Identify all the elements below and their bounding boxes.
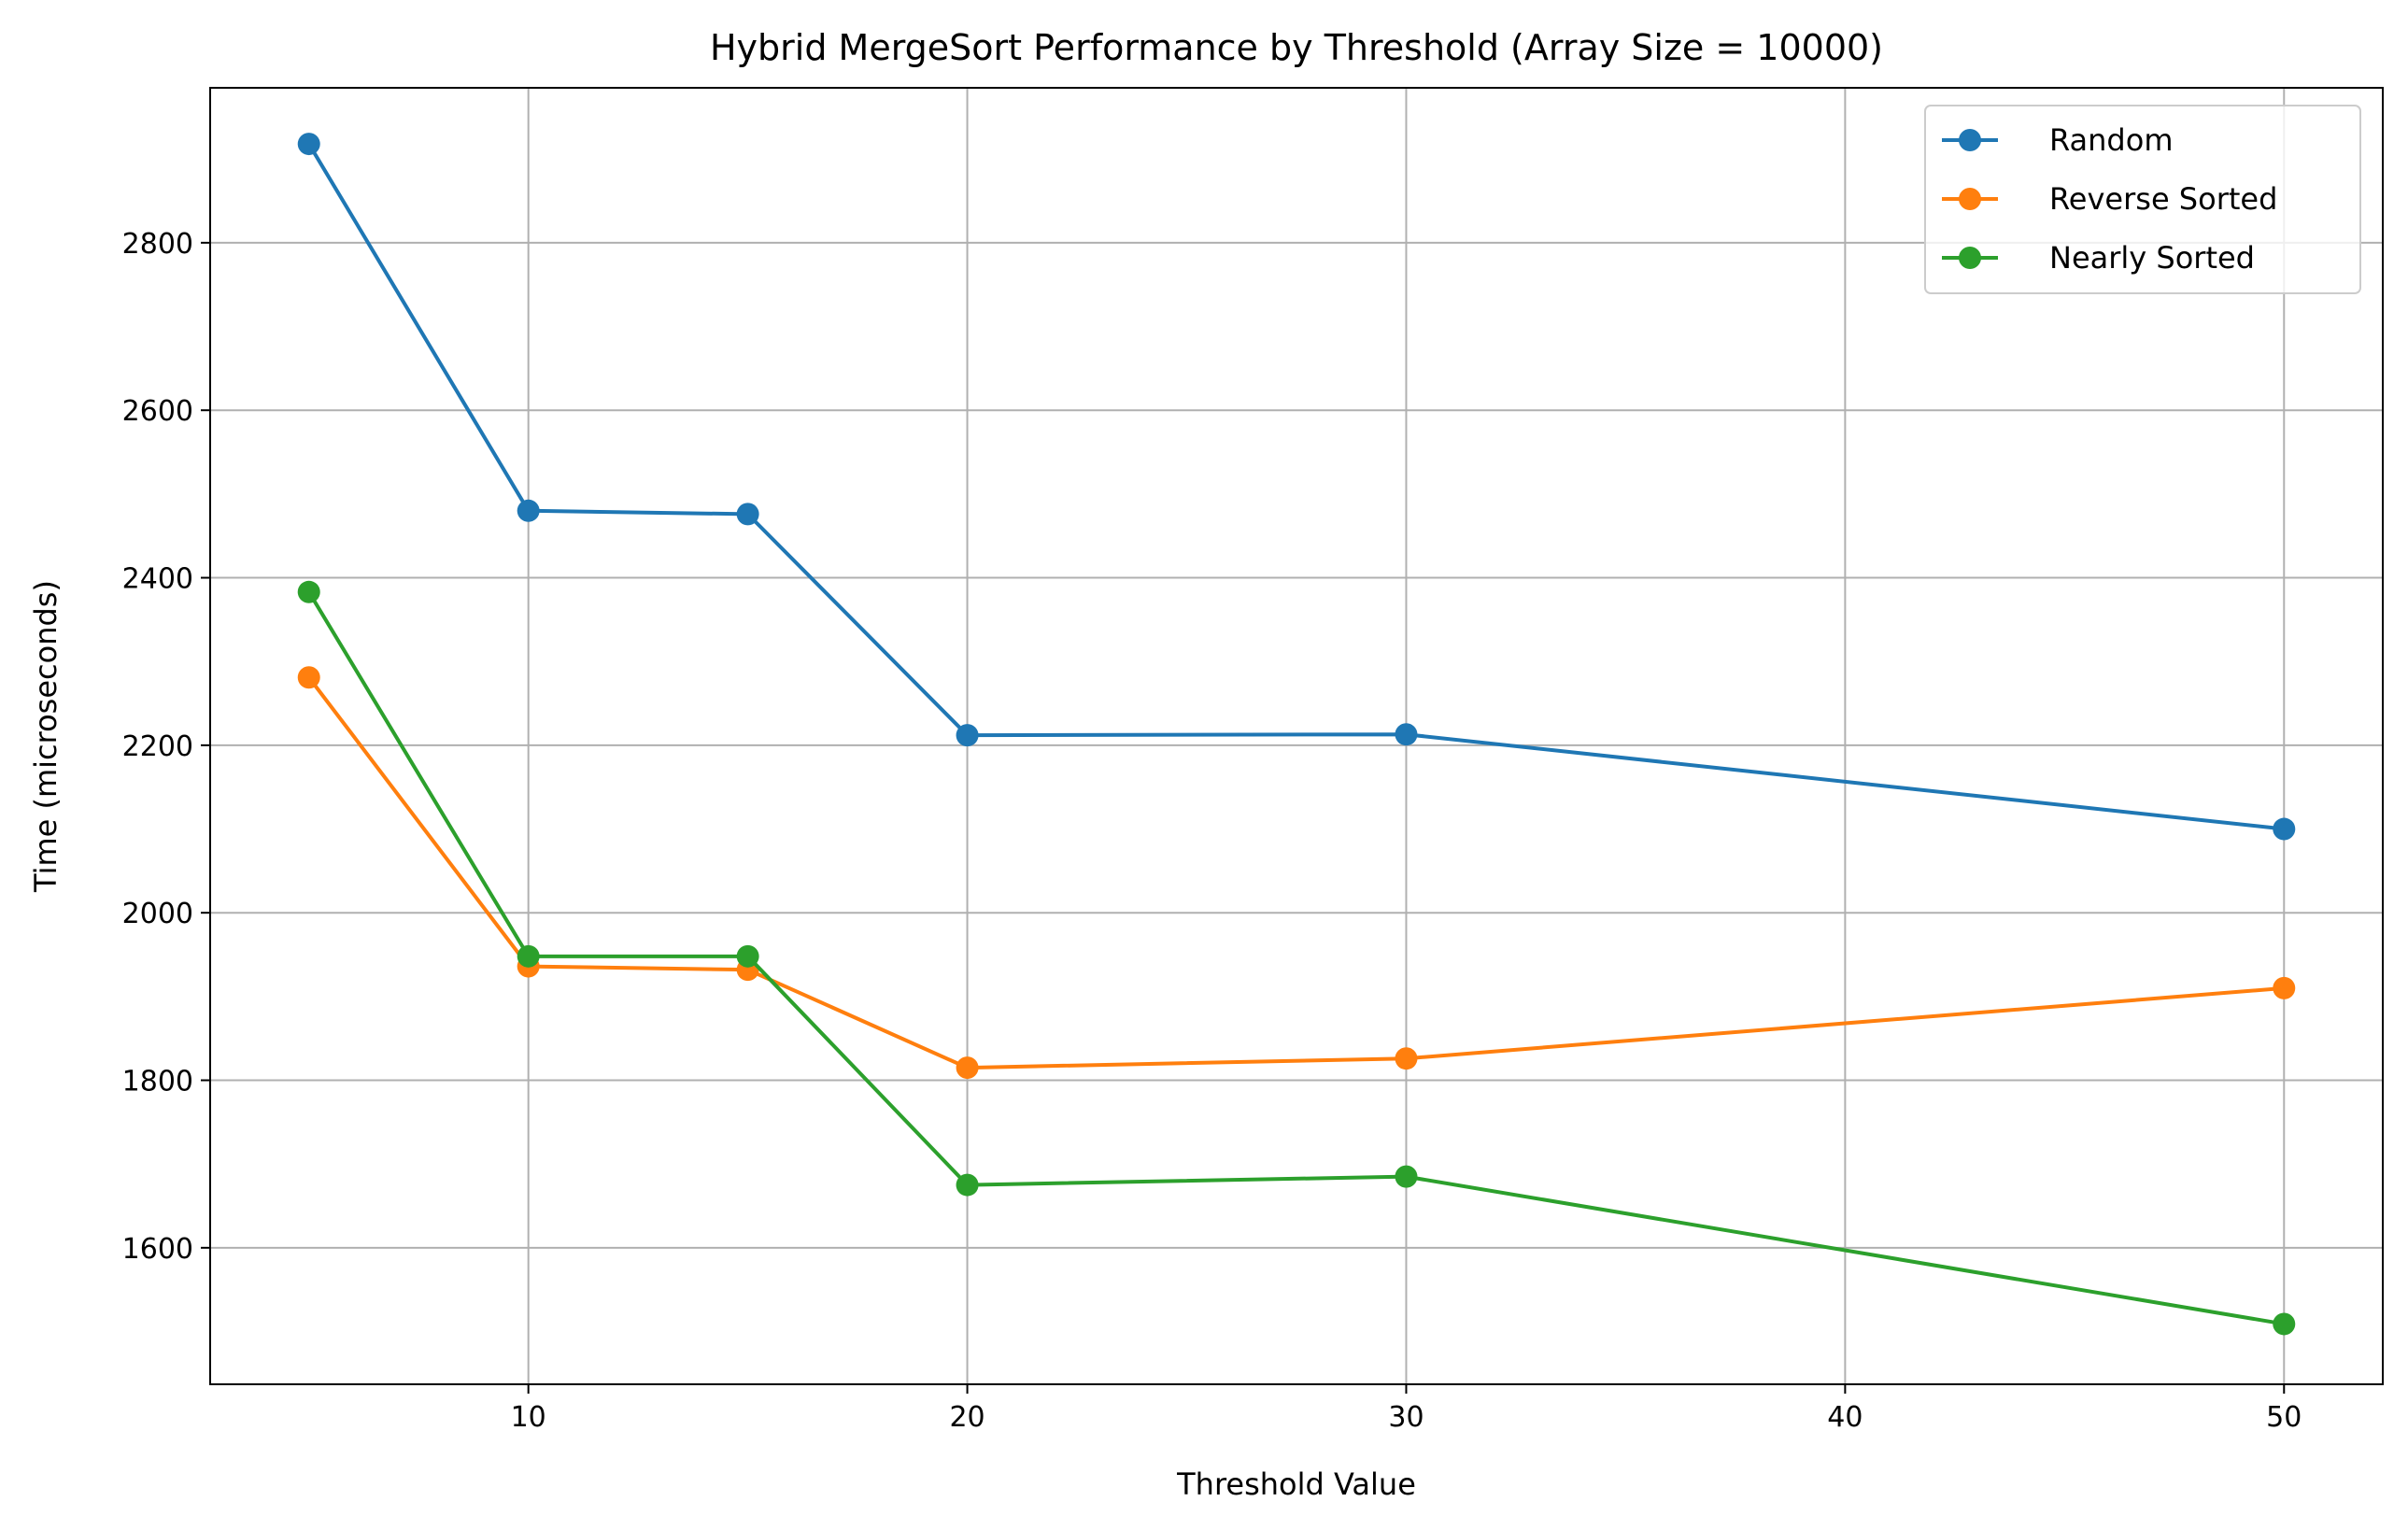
x-tick-label: 50 xyxy=(2266,1401,2302,1434)
data-point-nearly-sorted xyxy=(736,944,759,968)
x-axis-label: Threshold Value xyxy=(1176,1466,1416,1502)
data-point-random xyxy=(517,499,540,522)
data-point-reverse-sorted xyxy=(297,666,320,689)
data-point-random xyxy=(297,133,320,156)
data-point-reverse-sorted xyxy=(1395,1047,1418,1070)
legend-box xyxy=(1924,105,2361,294)
legend-marker-random xyxy=(1959,129,1981,151)
plot-frame xyxy=(209,87,2384,1385)
data-point-nearly-sorted xyxy=(956,1173,979,1197)
data-point-nearly-sorted xyxy=(517,944,540,968)
data-point-random xyxy=(736,503,759,526)
chart-title: Hybrid MergeSort Performance by Threshol… xyxy=(710,27,1883,68)
data-point-nearly-sorted xyxy=(297,580,320,603)
y-tick-label: 2200 xyxy=(122,730,193,763)
series-line-reverse-sorted xyxy=(307,676,2285,1070)
data-point-nearly-sorted xyxy=(2273,1312,2296,1336)
data-point-random xyxy=(2273,817,2296,841)
legend: Random Reverse Sorted Nearly Sorted xyxy=(1924,105,2361,294)
data-point-random xyxy=(1395,723,1418,746)
x-tick-label: 10 xyxy=(511,1401,546,1434)
y-tick-label: 2400 xyxy=(122,563,193,596)
legend-label-nearly-sorted: Nearly Sorted xyxy=(2049,240,2255,276)
data-point-reverse-sorted xyxy=(956,1056,979,1080)
y-tick-label: 2800 xyxy=(122,228,193,261)
y-tick-label: 2600 xyxy=(122,395,193,428)
data-point-reverse-sorted xyxy=(2273,976,2296,999)
y-tick-label: 1800 xyxy=(122,1066,193,1098)
y-tick-label: 2000 xyxy=(122,898,193,930)
y-tick-label: 1600 xyxy=(122,1233,193,1266)
x-tick-label: 30 xyxy=(1388,1401,1424,1434)
y-axis-label: Time (microseconds) xyxy=(28,580,64,893)
legend-marker-reverse-sorted xyxy=(1959,188,1981,210)
legend-label-reverse-sorted: Reverse Sorted xyxy=(2049,181,2277,217)
series-line-random xyxy=(307,143,2285,831)
data-point-random xyxy=(956,724,979,747)
data-point-nearly-sorted xyxy=(1395,1165,1418,1188)
series-layer xyxy=(297,133,2296,1336)
series-line-nearly-sorted xyxy=(307,590,2285,1326)
legend-marker-nearly-sorted xyxy=(1959,247,1981,269)
grid-lines xyxy=(210,88,2383,1384)
x-tick-label: 40 xyxy=(1827,1401,1863,1434)
x-tick-label: 20 xyxy=(949,1401,984,1434)
legend-label-random: Random xyxy=(2049,122,2173,158)
axis-ticks: 10 20 30 40 50 1600 1800 2000 2200 2400 2600 2800 xyxy=(122,228,2302,1434)
